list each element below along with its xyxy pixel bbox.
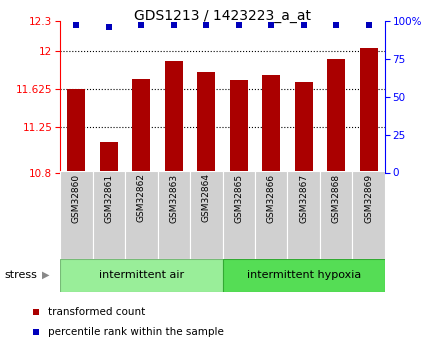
Text: GSM32861: GSM32861 [104, 174, 113, 223]
Bar [360, 48, 378, 172]
Text: GSM32865: GSM32865 [234, 174, 243, 223]
Point [300, 22, 307, 28]
Point [170, 22, 178, 28]
Bar [67, 89, 85, 172]
Bar [262, 75, 280, 172]
Text: ▶: ▶ [42, 270, 50, 280]
Bar [222, 171, 255, 259]
Bar [158, 171, 190, 259]
Bar [100, 142, 118, 172]
Point [105, 24, 113, 30]
Text: intermittent air: intermittent air [99, 270, 184, 280]
Bar [295, 82, 313, 172]
Bar [60, 171, 93, 259]
Point [73, 22, 80, 28]
Text: GSM32860: GSM32860 [72, 174, 81, 223]
Bar [287, 171, 320, 259]
Text: transformed count: transformed count [49, 307, 146, 317]
Bar [132, 79, 150, 172]
Bar [222, 259, 385, 292]
Text: GSM32869: GSM32869 [364, 174, 373, 223]
Point [346, 47, 353, 53]
Text: stress: stress [4, 270, 37, 280]
Text: GSM32867: GSM32867 [299, 174, 308, 223]
Point [203, 22, 210, 28]
Bar [230, 80, 248, 172]
Text: GSM32864: GSM32864 [202, 174, 211, 223]
Point [333, 22, 340, 28]
Text: percentile rank within the sample: percentile rank within the sample [49, 327, 224, 337]
Text: intermittent hypoxia: intermittent hypoxia [247, 270, 361, 280]
Bar [93, 171, 125, 259]
Bar [327, 59, 345, 172]
Text: GSM32866: GSM32866 [267, 174, 276, 223]
Point [268, 22, 275, 28]
Point [365, 22, 372, 28]
Bar [197, 72, 215, 172]
Bar [320, 171, 352, 259]
Bar [190, 171, 222, 259]
Bar [255, 171, 287, 259]
Point [346, 235, 353, 241]
Bar [165, 61, 183, 172]
Bar [60, 259, 222, 292]
Bar [125, 171, 158, 259]
Point [138, 22, 145, 28]
Point [235, 22, 243, 28]
Text: GDS1213 / 1423223_a_at: GDS1213 / 1423223_a_at [134, 9, 311, 23]
Text: GSM32868: GSM32868 [332, 174, 341, 223]
Text: GSM32863: GSM32863 [169, 174, 178, 223]
Text: GSM32862: GSM32862 [137, 174, 146, 223]
Bar [352, 171, 385, 259]
